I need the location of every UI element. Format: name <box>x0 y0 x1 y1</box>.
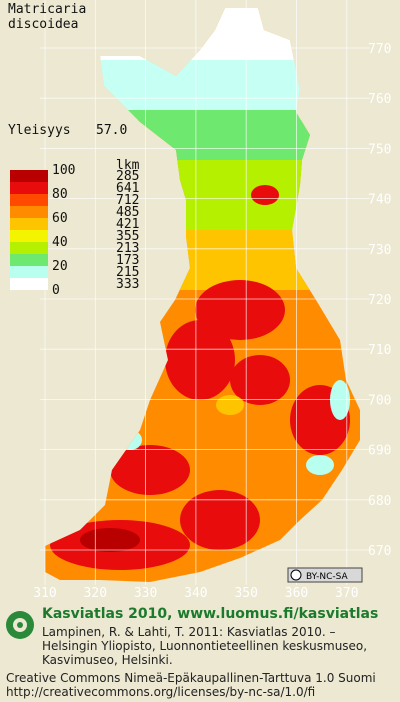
legend-count: 333 <box>116 277 139 292</box>
legend-swatch <box>10 254 48 266</box>
northing-label: 680 <box>368 494 391 509</box>
count-header: lkm <box>116 158 140 173</box>
license: Creative Commons Nimeä-Epäkaupallinen-Ta… <box>6 671 376 685</box>
legend-swatch <box>10 194 48 206</box>
easting-label: 370 <box>335 586 358 601</box>
legend-count: 355 <box>116 229 139 244</box>
cc-badge: BY-NC-SA <box>287 567 363 583</box>
legend-scale-label: 40 <box>52 235 68 250</box>
legend-swatch <box>10 242 48 254</box>
northing-label: 730 <box>368 243 391 258</box>
legend-count: 215 <box>116 265 139 280</box>
species-title: Matricaria <box>8 2 86 17</box>
northing-label: 750 <box>368 142 391 157</box>
easting-label: 330 <box>134 586 157 601</box>
legend-scale-label: 20 <box>52 259 68 274</box>
northing-label: 760 <box>368 92 391 107</box>
license-url: http://creativecommons.org/licenses/by-n… <box>6 685 315 699</box>
northing-label: 710 <box>368 343 391 358</box>
legend-swatch <box>10 218 48 230</box>
legend-count: 712 <box>116 193 139 208</box>
legend-count: 485 <box>116 205 139 220</box>
citation: Helsingin Yliopisto, Luonnontieteellinen… <box>42 639 367 653</box>
frequency-label: Yleisyys <box>8 123 71 138</box>
frequency-value: 57.0 <box>96 123 127 138</box>
legend-swatch <box>10 230 48 242</box>
easting-label: 340 <box>184 586 207 601</box>
northing-label: 720 <box>368 293 391 308</box>
northing-label: 670 <box>368 544 391 559</box>
legend-count: 213 <box>116 241 139 256</box>
legend-swatch <box>10 278 48 290</box>
legend-count: 173 <box>116 253 139 268</box>
northing-label: 700 <box>368 393 391 408</box>
legend: 100 80 60 40 20 0 2856417124854213552131732153… <box>10 163 139 298</box>
legend-swatch <box>10 170 48 182</box>
grid: 770 760 750 740 730 720 710 700 690 680 670 310 320 3… <box>33 0 391 601</box>
badge-text: BY-NC-SA <box>306 572 349 582</box>
legend-count: 421 <box>116 217 139 232</box>
legend-scale-label: 100 <box>52 163 75 178</box>
legend-count: 285 <box>116 169 139 184</box>
easting-label: 310 <box>33 586 56 601</box>
easting-label: 360 <box>285 586 308 601</box>
easting-label: 320 <box>84 586 107 601</box>
legend-swatch <box>10 206 48 218</box>
citation: Kasvimuseo, Helsinki. <box>42 653 173 667</box>
legend-swatch <box>10 182 48 194</box>
site-link: Kasviatlas 2010, www.luomus.fi/kasviatla… <box>42 606 378 622</box>
legend-count: 641 <box>116 181 139 196</box>
species-title: discoidea <box>8 17 78 32</box>
legend-swatch <box>10 266 48 278</box>
northing-label: 690 <box>368 444 391 459</box>
citation: Lampinen, R. & Lahti, T. 2011: Kasviatla… <box>42 625 336 639</box>
logo <box>6 611 34 639</box>
legend-scale-label: 0 <box>52 283 60 298</box>
northing-label: 770 <box>368 42 391 57</box>
easting-label: 350 <box>234 586 257 601</box>
northing-label: 740 <box>368 193 391 208</box>
legend-scale-label: 60 <box>52 211 68 226</box>
legend-scale-label: 80 <box>52 187 68 202</box>
